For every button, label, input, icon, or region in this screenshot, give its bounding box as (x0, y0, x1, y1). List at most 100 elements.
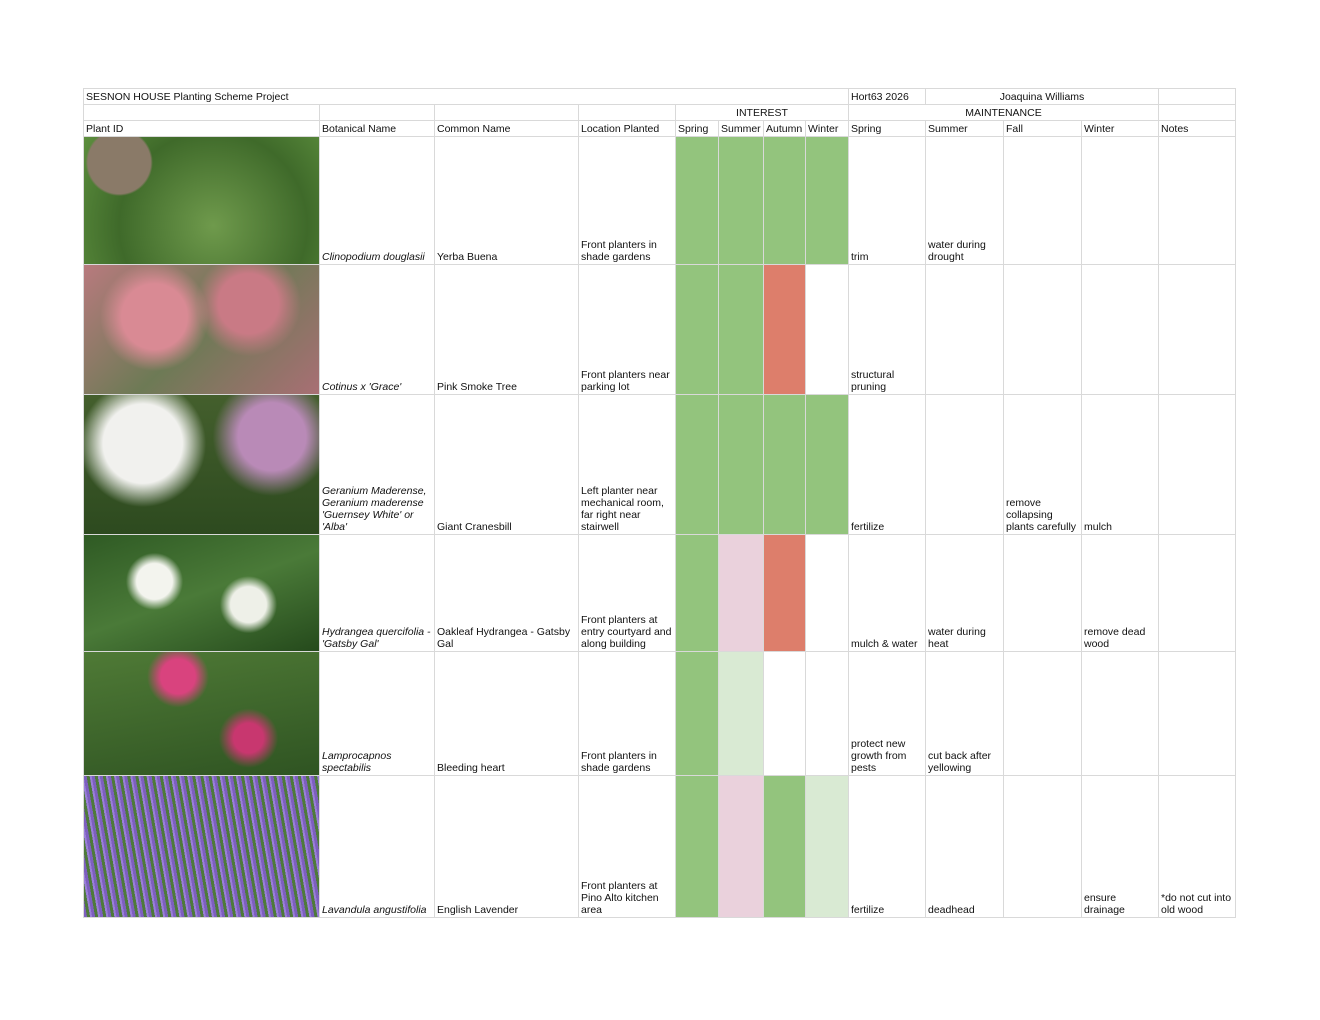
author: Joaquina Williams (926, 89, 1159, 105)
blank-cell (84, 105, 320, 121)
interest-cell (719, 535, 764, 652)
interest-cell (806, 265, 849, 395)
maintenance-cell: trim (849, 137, 926, 265)
column-header: Summer (926, 121, 1004, 137)
maintenance-cell (1082, 652, 1159, 776)
column-header: Common Name (435, 121, 579, 137)
maintenance-cell (1004, 652, 1082, 776)
column-header: Autumn (764, 121, 806, 137)
location: Front planters in shade gardens (579, 137, 676, 265)
plant-photo-cell (84, 395, 320, 535)
interest-cell (764, 776, 806, 918)
column-header: Summer (719, 121, 764, 137)
interest-cell (719, 395, 764, 535)
common-name: Pink Smoke Tree (435, 265, 579, 395)
interest-cell (719, 137, 764, 265)
maintenance-cell: structural pruning (849, 265, 926, 395)
column-header: Fall (1004, 121, 1082, 137)
interest-cell (676, 652, 719, 776)
maintenance-cell: ensure drainage (1082, 776, 1159, 918)
plant-photo (84, 535, 319, 651)
maintenance-cell (1004, 535, 1082, 652)
location: Left planter near mechanical room, far r… (579, 395, 676, 535)
maintenance-cell (926, 265, 1004, 395)
location: Front planters at Pino Alto kitchen area (579, 776, 676, 918)
botanical-name: Clinopodium douglasii (320, 137, 435, 265)
interest-cell (719, 652, 764, 776)
course: Hort63 2026 (849, 89, 926, 105)
blank-cell (1159, 89, 1236, 105)
interest-cell (764, 137, 806, 265)
maintenance-cell: fertilize (849, 395, 926, 535)
common-name: Giant Cranesbill (435, 395, 579, 535)
table-frame (83, 88, 1236, 918)
column-header: Winter (806, 121, 849, 137)
sheet-title: SESNON HOUSE Planting Scheme Project (84, 89, 849, 105)
plant-photo-cell (84, 265, 320, 395)
notes: *do not cut into old wood (1159, 776, 1236, 918)
plant-photo-cell (84, 137, 320, 265)
interest-cell (719, 265, 764, 395)
common-name: English Lavender (435, 776, 579, 918)
maintenance-cell (926, 395, 1004, 535)
maintenance-cell: mulch (1082, 395, 1159, 535)
interest-cell (764, 535, 806, 652)
column-header: Location Planted (579, 121, 676, 137)
interest-cell (764, 395, 806, 535)
column-header: Spring (676, 121, 719, 137)
maintenance-cell: remove collapsing plants carefully (1004, 395, 1082, 535)
notes (1159, 652, 1236, 776)
plant-photo (84, 776, 319, 917)
plant-photo-cell (84, 776, 320, 918)
maintenance-cell: water during heat (926, 535, 1004, 652)
interest-cell (676, 265, 719, 395)
plant-photo (84, 652, 319, 775)
group-header: MAINTENANCE (849, 105, 1159, 121)
plant-photo-cell (84, 652, 320, 776)
common-name: Oakleaf Hydrangea - Gatsby Gal (435, 535, 579, 652)
interest-cell (676, 395, 719, 535)
group-header: INTEREST (676, 105, 849, 121)
blank-cell (320, 105, 435, 121)
botanical-name: Cotinus x 'Grace' (320, 265, 435, 395)
maintenance-cell: cut back after yellowing (926, 652, 1004, 776)
interest-cell (806, 395, 849, 535)
column-header: Winter (1082, 121, 1159, 137)
maintenance-cell (1082, 137, 1159, 265)
interest-cell (719, 776, 764, 918)
maintenance-cell (1004, 137, 1082, 265)
interest-cell (764, 652, 806, 776)
common-name: Yerba Buena (435, 137, 579, 265)
maintenance-cell: water during drought (926, 137, 1004, 265)
location: Front planters in shade gardens (579, 652, 676, 776)
location: Front planters at entry courtyard and al… (579, 535, 676, 652)
common-name: Bleeding heart (435, 652, 579, 776)
column-header: Plant ID (84, 121, 320, 137)
maintenance-cell: fertilize (849, 776, 926, 918)
maintenance-cell: remove dead wood (1082, 535, 1159, 652)
maintenance-cell (1004, 265, 1082, 395)
maintenance-cell: deadhead (926, 776, 1004, 918)
interest-cell (806, 652, 849, 776)
plant-photo (84, 395, 319, 534)
blank-cell (435, 105, 579, 121)
blank-cell (579, 105, 676, 121)
column-header: Spring (849, 121, 926, 137)
plant-photo (84, 265, 319, 394)
blank-cell (1159, 105, 1236, 121)
notes (1159, 265, 1236, 395)
botanical-name: Lavandula angustifolia (320, 776, 435, 918)
notes (1159, 137, 1236, 265)
maintenance-cell (1082, 265, 1159, 395)
notes (1159, 535, 1236, 652)
interest-cell (806, 137, 849, 265)
plant-photo-cell (84, 535, 320, 652)
column-header: Notes (1159, 121, 1236, 137)
location: Front planters near parking lot (579, 265, 676, 395)
plant-photo (84, 137, 319, 264)
notes (1159, 395, 1236, 535)
botanical-name: Lamprocapnos spectabilis (320, 652, 435, 776)
maintenance-cell: protect new growth from pests (849, 652, 926, 776)
interest-cell (764, 265, 806, 395)
